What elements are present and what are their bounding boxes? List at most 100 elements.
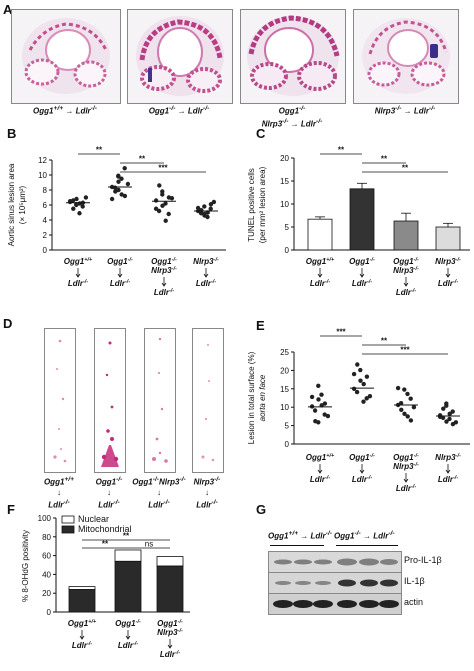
b-group-2-line1: Ogg1-/- xyxy=(151,257,177,266)
c-ytick-label-3: 15 xyxy=(280,177,289,186)
e-point-1-2 xyxy=(358,378,363,383)
e-point-0-2 xyxy=(316,397,321,402)
blot-band-il1b xyxy=(268,572,402,594)
b-point-2-3 xyxy=(166,211,171,217)
e-point-2-3 xyxy=(408,396,413,401)
d-group-label-4: Nlrp3-/- ↓ Ldlr-/- xyxy=(193,476,221,510)
histology-image-ogg1-ko xyxy=(127,9,233,104)
f-group-0-line1: Ogg1+/+ xyxy=(68,619,97,628)
b-point-0-3 xyxy=(80,204,85,209)
b-ytick-label-0: 0 xyxy=(43,246,48,255)
b-point-1-8 xyxy=(119,192,124,197)
b-point-3-3 xyxy=(208,206,213,211)
panel-label-c: C xyxy=(256,126,266,141)
f-bar-2-0 xyxy=(156,565,184,613)
c-group-2-line1: Ogg1-/- xyxy=(393,257,419,266)
f-group-0-arrow xyxy=(79,630,85,640)
b-point-2-11 xyxy=(160,192,165,197)
f-ytick-label-2: 40 xyxy=(42,570,51,579)
c-ytick-label-1: 5 xyxy=(285,223,290,232)
e-point-2-8 xyxy=(405,414,410,419)
e-point-0-9 xyxy=(325,413,331,419)
b-point-3-7 xyxy=(205,214,210,220)
c-bar-2 xyxy=(393,220,419,251)
b-point-0-2 xyxy=(74,196,79,202)
b-point-1-3 xyxy=(122,166,127,171)
f-group-2-line1: Ogg1-/- xyxy=(157,619,183,628)
e-ytick-label-1: 5 xyxy=(285,422,290,431)
f-legend-swatch-0 xyxy=(61,515,75,524)
chart-f: F 0 20 40 60 80 100 % 8-OHdG positivity Ogg1+/+ L… xyxy=(7,502,190,659)
e-point-2-2 xyxy=(402,411,407,417)
e-point-3-10 xyxy=(437,414,443,419)
c-group-1-line1: Ogg1-/- xyxy=(349,257,375,266)
b-point-3-11 xyxy=(202,211,207,217)
b-point-2-5 xyxy=(156,208,162,214)
b-group-3-line2: Ldlr-/- xyxy=(196,279,216,288)
e-point-2-4 xyxy=(408,418,414,423)
e-point-0-11 xyxy=(316,420,321,425)
b-group-1-arrow xyxy=(117,268,123,278)
e-sig-label-1: ** xyxy=(381,337,388,346)
b-group-1-line1: Ogg1-/- xyxy=(107,257,133,266)
caption-image-2: Ogg1-/- → Ldlr-/- xyxy=(148,105,210,116)
b-group-0-line1: Ogg1+/+ xyxy=(64,257,93,266)
e-point-3-8 xyxy=(447,411,452,417)
panel-label-d: D xyxy=(3,316,13,331)
b-ylabel-1: Aortic sinus lesion area xyxy=(7,163,16,246)
b-group-2-line1b: Nlrp3-/- xyxy=(151,266,177,275)
e-ytick-label-0: 0 xyxy=(285,440,290,449)
b-group-0-arrow xyxy=(75,268,81,278)
b-group-2-line2: Ldlr-/- xyxy=(154,288,174,297)
c-ytick-label-0: 0 xyxy=(285,246,290,255)
e-point-3-11 xyxy=(444,401,449,406)
b-sig-label-1: ** xyxy=(139,155,146,164)
caption-image-1: Ogg1+/+ → Ldlr-/- xyxy=(33,105,97,116)
panel-label-g: G xyxy=(256,502,267,517)
c-group-1-arrow xyxy=(359,268,365,278)
e-point-0-5 xyxy=(312,408,318,413)
blot-band-pro-il1b xyxy=(268,551,402,573)
e-sig-label-2: *** xyxy=(400,346,410,355)
b-point-3-9 xyxy=(211,199,217,205)
e-group-1-arrow xyxy=(359,464,365,474)
e-group-2-line2: Ldlr-/- xyxy=(396,484,416,493)
b-point-2-9 xyxy=(169,196,175,201)
b-point-2-2 xyxy=(160,203,165,208)
b-point-2-0 xyxy=(153,198,159,203)
e-point-3-7 xyxy=(447,416,452,422)
c-bar-3 xyxy=(435,226,461,251)
e-group-1-line1: Ogg1-/- xyxy=(349,453,375,462)
c-ylabel-1: TUNEL positive cells xyxy=(247,168,256,242)
d-group-label-2: Ogg1-/- ↓ Ldlr-/- xyxy=(95,476,123,510)
e-group-0-line2: Ldlr-/- xyxy=(310,475,330,484)
f-ytick-label-1: 20 xyxy=(42,589,51,598)
f-ytick-label-3: 60 xyxy=(42,552,51,561)
e-ylabel-1: Lesion in total surface (%) xyxy=(247,351,256,444)
f-group-1-arrow xyxy=(125,630,131,640)
e-point-0-7 xyxy=(319,392,324,397)
d-group-label-1: Ogg1+/+ ↓ Ldlr-/- xyxy=(43,476,75,510)
f-ylabel: % 8-OHdG positivity xyxy=(21,530,30,602)
c-group-3-arrow xyxy=(445,268,451,278)
f-group-1-line1: Ogg1-/- xyxy=(115,619,141,628)
e-point-2-7 xyxy=(405,391,410,397)
aorta-image-ogg1-nlrp3-ko xyxy=(144,328,176,473)
e-point-1-9 xyxy=(367,393,373,399)
b-point-1-7 xyxy=(119,176,124,181)
f-group-2-line1b: Nlrp3-/- xyxy=(157,628,183,637)
b-point-3-4 xyxy=(208,202,214,207)
b-ytick-label-4: 8 xyxy=(43,186,48,195)
blot-group-left: Ogg1+/+ → Ldlr-/- xyxy=(268,530,332,541)
panel-label-a: A xyxy=(3,2,13,17)
f-ytick-label-0: 0 xyxy=(47,608,52,617)
b-point-0-7 xyxy=(77,211,82,216)
e-ytick-label-5: 25 xyxy=(280,348,289,357)
chart-b: B 0 2 4 6 8 10 12 Aortic sinus lesion area (× 10⁵… xyxy=(7,128,226,297)
histology-image-nlrp3-ko xyxy=(353,9,459,104)
blot-group-line-left xyxy=(270,545,324,546)
aorta-image-ogg1-ko xyxy=(94,328,126,473)
b-ytick-label-5: 10 xyxy=(38,171,47,180)
c-ytick-label-2: 10 xyxy=(280,200,289,209)
blot-label-actin: actin xyxy=(404,597,424,607)
